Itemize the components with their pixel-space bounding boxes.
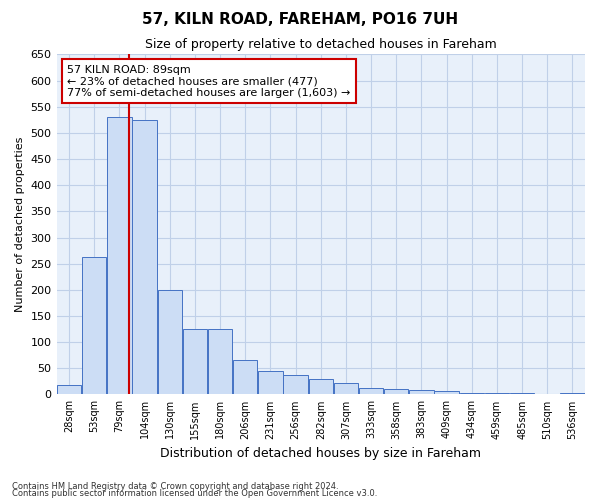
Bar: [485, 393, 509, 394]
Y-axis label: Number of detached properties: Number of detached properties: [15, 137, 25, 312]
X-axis label: Distribution of detached houses by size in Fareham: Distribution of detached houses by size …: [160, 447, 481, 460]
Text: 57, KILN ROAD, FAREHAM, PO16 7UH: 57, KILN ROAD, FAREHAM, PO16 7UH: [142, 12, 458, 28]
Bar: [460, 393, 484, 394]
Bar: [409, 390, 434, 394]
Bar: [334, 383, 358, 394]
Title: Size of property relative to detached houses in Fareham: Size of property relative to detached ho…: [145, 38, 497, 51]
Bar: [359, 388, 383, 394]
Bar: [158, 290, 182, 395]
Bar: [308, 378, 333, 394]
Bar: [258, 371, 283, 394]
Bar: [233, 360, 257, 394]
Text: Contains HM Land Registry data © Crown copyright and database right 2024.: Contains HM Land Registry data © Crown c…: [12, 482, 338, 491]
Bar: [208, 329, 232, 394]
Bar: [183, 329, 207, 394]
Bar: [82, 258, 106, 394]
Bar: [133, 120, 157, 394]
Bar: [434, 391, 459, 394]
Bar: [57, 385, 82, 394]
Text: 57 KILN ROAD: 89sqm
← 23% of detached houses are smaller (477)
77% of semi-detac: 57 KILN ROAD: 89sqm ← 23% of detached ho…: [67, 64, 350, 98]
Bar: [283, 374, 308, 394]
Text: Contains public sector information licensed under the Open Government Licence v3: Contains public sector information licen…: [12, 489, 377, 498]
Bar: [384, 389, 409, 394]
Bar: [107, 117, 131, 394]
